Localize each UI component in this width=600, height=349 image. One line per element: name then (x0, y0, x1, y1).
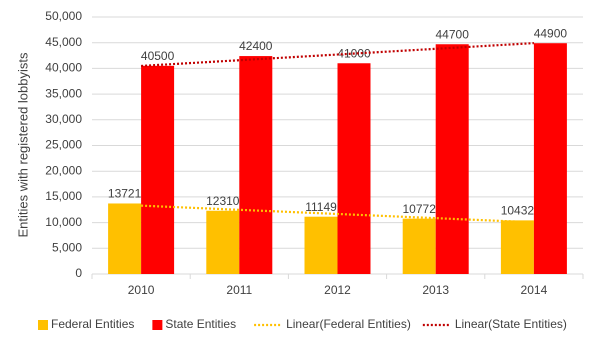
x-tick-label: 2010 (128, 283, 155, 297)
y-tick-label: 15,000 (45, 189, 82, 203)
trendline (141, 42, 534, 68)
y-tick-label: 40,000 (45, 61, 82, 75)
y-tick-label: 30,000 (45, 112, 82, 126)
y-tick-label: 10,000 (45, 215, 82, 229)
legend-label: Linear(Federal Entities) (286, 317, 411, 331)
bar (239, 56, 273, 275)
legend-swatch (152, 320, 163, 330)
bar (500, 220, 534, 274)
bar (533, 43, 567, 274)
data-label: 10432 (501, 204, 535, 218)
y-tick-label: 5,000 (52, 240, 82, 254)
data-label: 40500 (141, 49, 175, 63)
data-label: 44700 (436, 27, 470, 41)
x-tick-label: 2014 (521, 283, 548, 297)
legend-label: Federal Entities (51, 317, 134, 331)
data-label: 12310 (206, 194, 240, 208)
y-tick-label: 35,000 (45, 86, 82, 100)
bar (108, 203, 142, 274)
bar (141, 65, 175, 274)
data-label: 10772 (403, 202, 437, 216)
x-tick-label: 2013 (422, 283, 449, 297)
trendline (141, 204, 534, 224)
bar (402, 218, 436, 274)
y-tick-label: 25,000 (45, 138, 82, 152)
data-label: 13721 (108, 187, 142, 201)
y-axis-label: Entities with registered lobbyists (15, 52, 30, 237)
bar (206, 210, 240, 274)
bar (337, 63, 371, 275)
x-tick-label: 2011 (226, 283, 252, 297)
y-tick-label: 0 (75, 266, 82, 280)
data-label: 44900 (534, 26, 568, 40)
bar (304, 216, 338, 274)
y-tick-label: 50,000 (45, 9, 82, 23)
y-tick-label: 20,000 (45, 163, 82, 177)
legend-label: Linear(State Entities) (455, 317, 567, 331)
data-label: 11149 (305, 200, 337, 214)
bar (435, 44, 469, 274)
data-label: 42400 (239, 39, 273, 53)
y-tick-label: 45,000 (45, 35, 82, 49)
legend-swatch (38, 320, 48, 330)
legend-label: State Entities (165, 317, 236, 331)
x-tick-label: 2012 (324, 283, 351, 297)
